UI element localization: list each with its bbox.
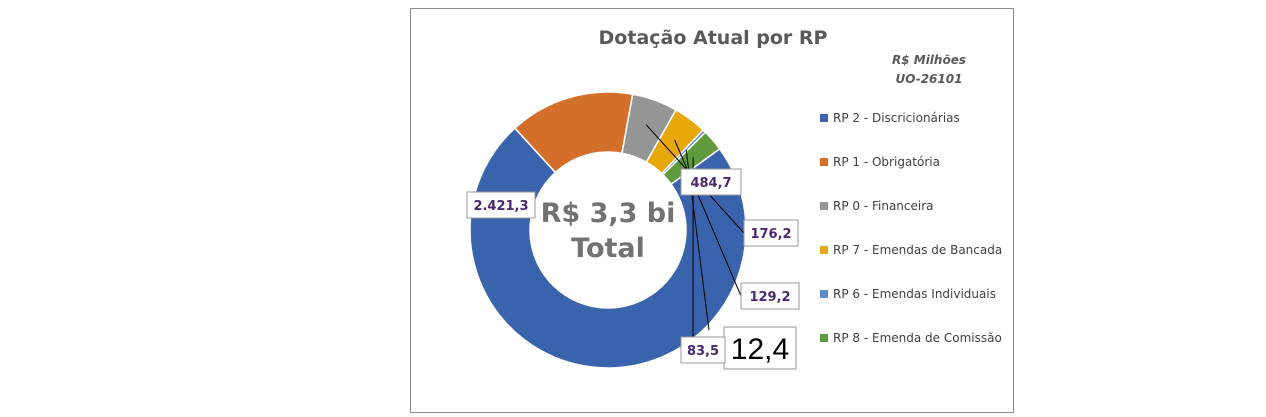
legend-swatch-rp-7-emendas-de-bancada <box>820 246 828 254</box>
data-label-box-rp-2-discricionarias <box>466 191 536 219</box>
center-total-label: Total <box>571 233 645 264</box>
legend: RP 2 - Discricionárias RP 1 - Obrigatória… <box>820 111 1002 345</box>
data-label-rp-7-emendas-de-bancada: 129,2 <box>749 290 790 305</box>
legend-swatch-rp-0-financeira <box>820 202 828 210</box>
data-label-rp-2-discricionarias: 2.421,3 <box>473 199 528 214</box>
data-label-box-rp-0-financeira <box>743 219 799 247</box>
legend-swatch-rp-2-discricionarias <box>820 114 828 122</box>
data-label-rp-8-emenda-de-comissao: 83,5 <box>687 344 719 359</box>
data-label-box-rp-6-emendas-individuais <box>723 326 797 370</box>
data-label-rp-1-obrigatoria: 484,7 <box>690 176 731 191</box>
data-label-rp-6-emendas-individuais: 12,4 <box>731 333 789 366</box>
data-label-rp-0-financeira: 176,2 <box>750 227 791 242</box>
unit-label: R$ Milhões <box>892 53 966 67</box>
legend-entry-rp-8-emenda-de-comissao: RP 8 - Emenda de Comissão <box>833 331 1002 345</box>
data-label-box-rp-8-emenda-de-comissao <box>680 336 726 364</box>
doughnut-chart: Dotação Atual por RP R$ Milhões UO-26101… <box>466 27 1002 370</box>
legend-entry-rp-2-discricionarias: RP 2 - Discricionárias <box>833 111 960 125</box>
legend-entry-rp-7-emendas-de-bancada: RP 7 - Emendas de Bancada <box>833 243 1002 257</box>
legend-entry-rp-1-obrigatoria: RP 1 - Obrigatória <box>833 155 940 169</box>
slice-rp-2-discricionarias <box>469 127 747 369</box>
data-labels: 2.421,3 484,7 176,2 129,2 12,4 83,5 <box>466 168 800 370</box>
leader-line-rp-7-emendas-de-bancada <box>674 139 742 297</box>
center-total-value: R$ 3,3 bi <box>541 198 676 229</box>
data-label-box-rp-7-emendas-de-bancada <box>740 282 800 310</box>
data-label-box-rp-1-obrigatoria <box>680 168 742 196</box>
legend-entry-rp-6-emendas-individuais: RP 6 - Emendas Individuais <box>833 287 996 301</box>
chart-title: Dotação Atual por RP <box>599 27 828 49</box>
slice-rp-8-emenda-de-comissao <box>662 131 721 186</box>
legend-entry-rp-0-financeira: RP 0 - Financeira <box>833 199 934 213</box>
uo-label: UO-26101 <box>896 72 963 86</box>
legend-swatch-rp-1-obrigatoria <box>820 158 828 166</box>
pie-slices <box>469 91 747 369</box>
legend-swatch-rp-8-emenda-de-comissao <box>820 334 828 342</box>
chart-frame: Dotação Atual por RP R$ Milhões UO-26101… <box>410 8 1014 413</box>
legend-swatch-rp-6-emendas-individuais <box>820 290 828 298</box>
